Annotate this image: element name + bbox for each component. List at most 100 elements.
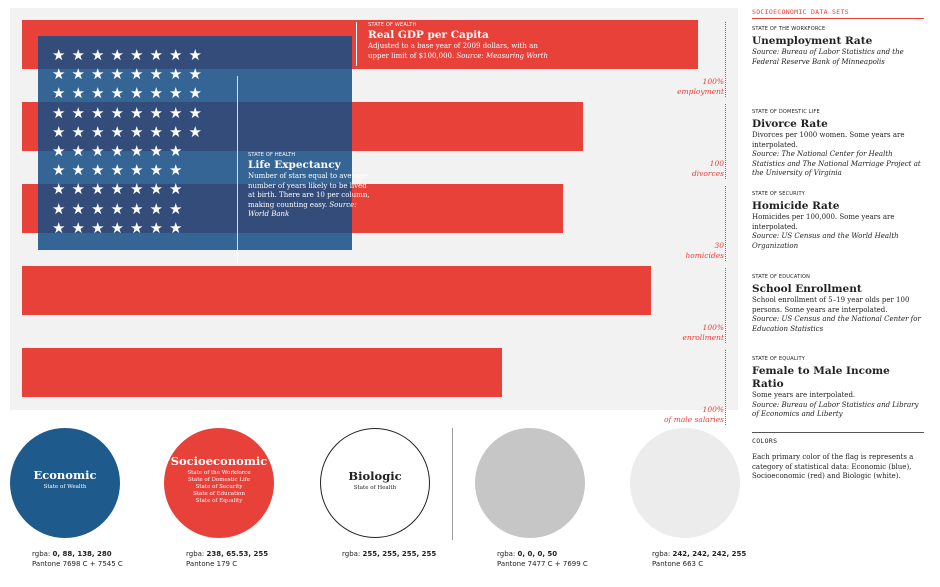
star-icon: ★ <box>52 142 66 160</box>
star-icon: ★ <box>91 199 105 218</box>
scale-line <box>725 104 726 179</box>
star-icon: ★ <box>91 65 105 84</box>
dataset-divorce-rate: STATE OF DOMESTIC LIFE Divorce Rate Divorc… <box>752 109 924 179</box>
dataset-title: Female to Male Income Ratio <box>752 365 890 390</box>
socioeconomic-sidebar: SOCIOECONOMIC DATA SETS STATE OF THE WOR… <box>752 8 924 418</box>
star-icon: ★ <box>52 84 66 103</box>
scale-line <box>725 186 726 261</box>
swatch-sub: State of Health <box>321 485 429 492</box>
star-icon: ★ <box>52 161 66 180</box>
swatch-sub-line: State of Health <box>353 485 397 491</box>
star-icon: ★ <box>110 142 124 160</box>
star-icon: ★ <box>91 103 105 122</box>
swatch-rgba-label: rgba: <box>652 550 673 558</box>
dataset-kicker: STATE OF SECURITY <box>752 191 806 197</box>
swatch-values: rgba: 0, 88, 138, 280 Pantone 7698 C + 75… <box>32 549 123 569</box>
scale-value: 30 <box>714 241 724 250</box>
life-title: Life Expectancy <box>248 159 341 171</box>
star-icon: ★ <box>130 122 144 141</box>
dataset-desc: Some years are interpolated. Source: Bure… <box>752 391 924 420</box>
dataset-source: Source: Bureau of Labor Statistics and L… <box>752 400 919 419</box>
star-icon: ★ <box>188 122 202 141</box>
dataset-title: Divorce Rate <box>752 118 828 130</box>
star-icon: ★ <box>110 84 124 103</box>
swatch-rgba-value: 238, 65.53, 255 <box>206 550 269 558</box>
star-icon: ★ <box>188 103 202 122</box>
star-icon: ★ <box>188 65 202 84</box>
star-icon: ★ <box>149 84 163 103</box>
gdp-tick <box>356 22 357 66</box>
star-icon: ★ <box>52 122 66 141</box>
star-icon: ★ <box>149 199 163 218</box>
gdp-kicker: STATE OF WEALTH <box>368 22 417 28</box>
life-expectancy-annotation: STATE OF HEALTH Life Expectancy Number o… <box>248 152 372 220</box>
swatch-rgba: rgba: 242, 242, 242, 255 <box>652 549 746 559</box>
star-icon: ★ <box>188 84 202 103</box>
star-icon: ★ <box>149 65 163 84</box>
dataset-kicker: STATE OF EQUALITY <box>752 356 806 362</box>
star-icon: ★ <box>71 122 85 141</box>
swatch-rgba-value: 255, 255, 255, 255 <box>362 550 437 558</box>
swatch-sub-line: State of Security <box>195 484 243 490</box>
star-icon: ★ <box>169 65 183 84</box>
colors-section: COLORS Each primary color of the flag is… <box>752 432 924 482</box>
scale-unit: divorces <box>691 169 724 178</box>
swatch-rgba-label: rgba: <box>342 550 363 558</box>
dataset-female-to-male-income-ratio: STATE OF EQUALITY Female to Male Income R… <box>752 356 924 420</box>
dataset-school-enrollment: STATE OF EDUCATION School Enrollment Schoo… <box>752 274 924 334</box>
star-icon: ★ <box>71 46 85 64</box>
swatch-circle-socioeconomic: Socioeconomic State of the Workforce State… <box>164 428 274 538</box>
swatch-rgba-value: 0, 88, 138, 280 <box>52 550 112 558</box>
swatch-values: rgba: 0, 0, 0, 50 Pantone 7477 C + 7699 C <box>497 549 588 569</box>
star-icon: ★ <box>130 218 144 237</box>
star-icon: ★ <box>130 84 144 103</box>
scale-label: 30 homicides <box>584 241 724 261</box>
star-icon: ★ <box>169 84 183 103</box>
swatch-pantone: Pantone 7477 C + 7699 C <box>497 560 588 568</box>
dataset-desc: Divorces per 1000 women. Some years are … <box>752 131 924 179</box>
swatch-rgba-label: rgba: <box>32 550 53 558</box>
dataset-source: Source: US Census and the World Health O… <box>752 232 899 250</box>
swatch-sub: State of Wealth <box>10 484 120 491</box>
star-icon: ★ <box>91 218 105 237</box>
swatch-rgba-value: 0, 0, 0, 50 <box>517 550 558 558</box>
star-icon: ★ <box>149 142 163 160</box>
scale-value: 100% <box>702 323 724 332</box>
swatch-rgba: rgba: 238, 65.53, 255 <box>186 549 268 559</box>
swatch-divider <box>452 428 453 540</box>
star-icon: ★ <box>130 180 144 199</box>
flag-chart: 100% employment 100 divorces 30 homicides 100%… <box>10 8 738 425</box>
scale-value: 100% <box>702 77 724 86</box>
star-icon: ★ <box>110 122 124 141</box>
star-icon: ★ <box>169 103 183 122</box>
gdp-desc-text: Adjusted to a base year of 2009 dollars,… <box>368 42 538 60</box>
star-icon: ★ <box>149 46 163 64</box>
gdp-desc: Adjusted to a base year of 2009 dollars,… <box>368 42 558 61</box>
star-icon: ★ <box>91 161 105 180</box>
dataset-desc-text: School enrollment of 5–19 year olds per … <box>752 296 910 314</box>
star-icon: ★ <box>91 180 105 199</box>
star-icon: ★ <box>169 122 183 141</box>
star-icon: ★ <box>52 65 66 84</box>
swatch-rgba: rgba: 255, 255, 255, 255 <box>342 549 436 559</box>
star-icon: ★ <box>169 180 183 199</box>
star-icon: ★ <box>149 122 163 141</box>
scale-unit: of male salaries <box>664 415 724 424</box>
dataset-source: Source: US Census and the National Cente… <box>752 315 921 333</box>
life-desc: Number of stars equal to average number … <box>248 172 372 220</box>
dataset-desc-text: Some years are interpolated. <box>752 391 856 399</box>
scale-line <box>725 350 726 425</box>
gdp-source: Source: Measuring Worth <box>456 51 548 60</box>
star-icon: ★ <box>52 46 66 64</box>
scale-unit: homicides <box>685 251 724 260</box>
gdp-title: Real GDP per Capita <box>368 29 489 41</box>
dataset-kicker: STATE OF EDUCATION <box>752 274 811 280</box>
star-icon: ★ <box>130 142 144 160</box>
scale-unit: enrollment <box>682 333 724 342</box>
swatch-rgba: rgba: 0, 88, 138, 280 <box>32 549 123 559</box>
scale-unit: employment <box>677 87 724 96</box>
swatch-rgba-label: rgba: <box>497 550 518 558</box>
star-icon: ★ <box>71 103 85 122</box>
star-icon: ★ <box>130 103 144 122</box>
swatch-pantone: Pantone 663 C <box>652 560 704 568</box>
